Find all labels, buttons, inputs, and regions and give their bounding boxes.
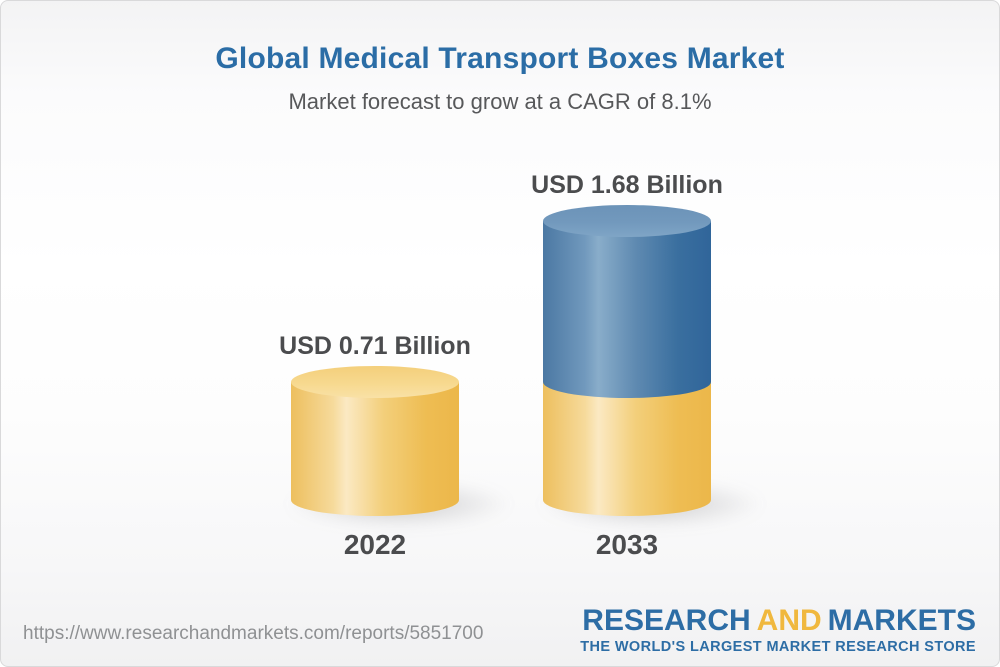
logo-word-and: AND <box>756 604 822 637</box>
bar-category-label-2022: 2022 <box>343 529 407 560</box>
logo-tagline: THE WORLD'S LARGEST MARKET RESEARCH STOR… <box>580 639 976 655</box>
cylinder-segment-blue <box>543 221 711 383</box>
chart-title: Global Medical Transport Boxes Market <box>215 42 785 75</box>
logo-wordmark: RESEARCH AND MARKETS <box>580 606 976 636</box>
cylinder-segment-yellow <box>543 382 711 500</box>
logo: RESEARCH AND MARKETS THE WORLD'S LARGEST M… <box>580 606 976 655</box>
cylinder-top-cap <box>291 366 459 399</box>
bar-value-label-2033: USD 1.68 Billion <box>531 171 723 200</box>
bar-value-label-2022: USD 0.71 Billion <box>279 332 471 361</box>
cylinder-segment-yellow <box>291 382 459 500</box>
report-url-link[interactable]: https://www.researchandmarkets.com/repor… <box>23 623 484 644</box>
logo-word-markets: MARKETS <box>827 604 976 637</box>
bar-category-label-2033: 2033 <box>595 529 659 560</box>
logo-word-research: RESEARCH <box>582 604 751 637</box>
chart-subtitle: Market forecast to grow at a CAGR of 8.1… <box>288 89 712 114</box>
cylinder-top-cap <box>543 205 711 238</box>
